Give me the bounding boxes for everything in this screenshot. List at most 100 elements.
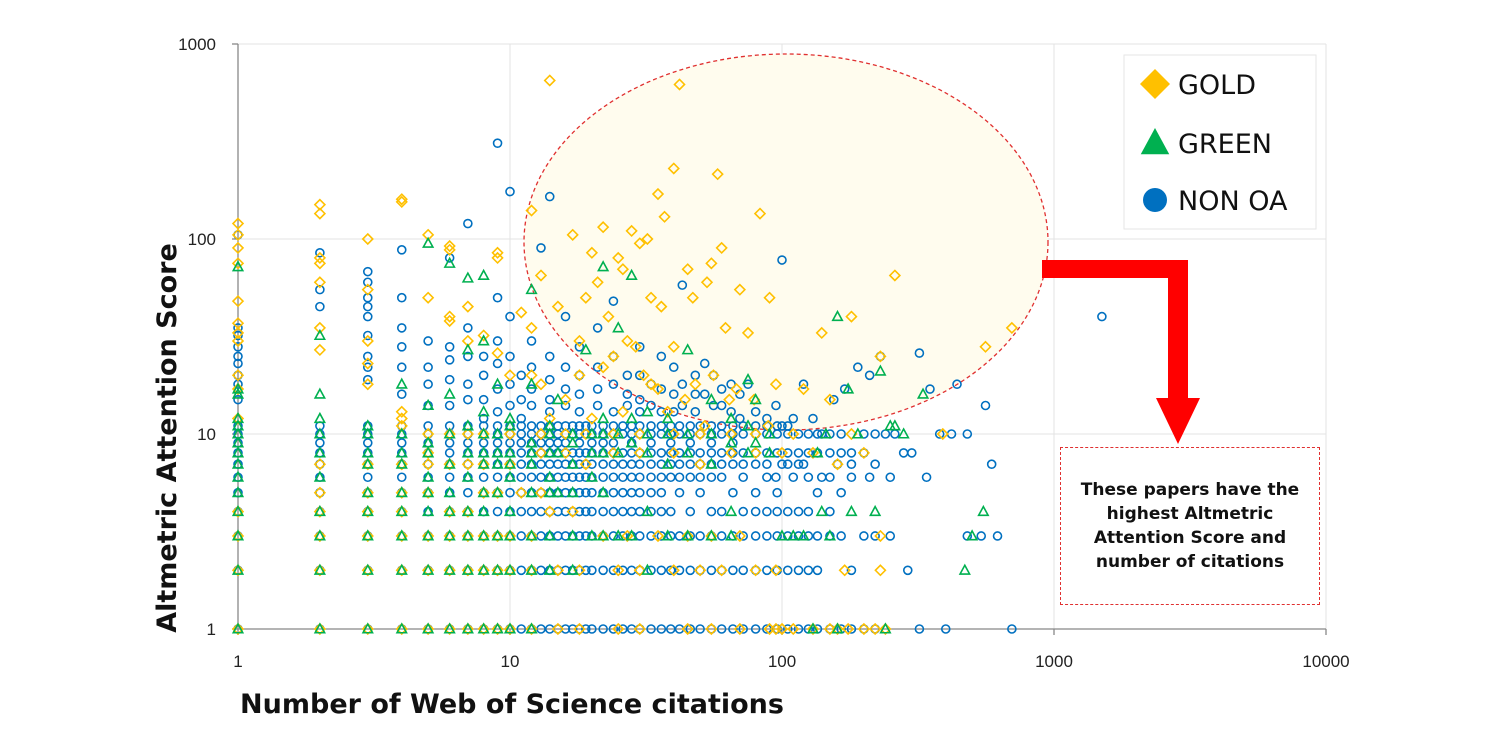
triangle-point [231, 446, 245, 458]
diamond-point [667, 446, 680, 460]
triangle-point [661, 427, 674, 439]
diamond-point [579, 458, 592, 471]
diamond-point [559, 446, 572, 460]
diamond-point [874, 564, 887, 577]
data-points [231, 74, 1107, 636]
circle-point [536, 565, 546, 576]
highlight-ellipse [523, 53, 1049, 431]
circle-point [608, 379, 619, 390]
circle-point [788, 472, 799, 483]
circle-point [544, 191, 555, 202]
diamond-point [395, 412, 408, 425]
triangle-point [797, 529, 810, 541]
diamond-point [421, 458, 435, 471]
diamond-point [525, 564, 538, 577]
circle-point [592, 400, 603, 411]
triangle-point [775, 529, 789, 541]
circle-point [634, 487, 645, 498]
diamond-point [361, 564, 374, 577]
circle-point [665, 506, 676, 517]
diamond-point [491, 529, 504, 543]
circle-point [626, 459, 637, 470]
diamond-point [543, 74, 556, 87]
circle-point [864, 472, 875, 483]
diamond-point [733, 283, 746, 296]
diamond-point [361, 378, 374, 391]
triangle-point [879, 622, 892, 634]
circle-point [396, 342, 407, 352]
circle-point [695, 487, 705, 498]
triangle-point [525, 622, 538, 634]
circle-point [544, 351, 555, 362]
diamond-point [658, 210, 671, 223]
circle-point [634, 531, 645, 541]
circle-point [870, 429, 880, 439]
triangle-point [551, 486, 564, 498]
triangle-point [361, 504, 374, 517]
triangle-point [231, 382, 245, 394]
circle-point [771, 400, 781, 411]
triangle-point [477, 405, 490, 417]
triangle-point [725, 504, 738, 517]
x-tick-label: 1000 [1035, 652, 1073, 671]
circle-point [728, 624, 738, 634]
circle-point [505, 400, 515, 411]
triangle-point [597, 529, 610, 541]
diamond-point [661, 405, 674, 418]
triangle-point [503, 563, 517, 575]
triangle-point [422, 622, 435, 634]
annotation-box: These papers have the highest Altmetric … [1060, 447, 1320, 605]
circle-point [315, 301, 325, 312]
triangle-point [461, 504, 474, 517]
circle-point [788, 413, 799, 424]
diamond-point [700, 276, 714, 289]
circle-point [581, 487, 591, 498]
diamond-point [857, 622, 871, 636]
triangle-point [231, 470, 245, 482]
triangle-point [597, 411, 610, 424]
circle-point [526, 400, 537, 411]
circle-point [396, 438, 407, 448]
diamond-point [769, 564, 783, 577]
circle-point [396, 245, 407, 255]
triangle-point [612, 529, 625, 541]
circle-point [536, 459, 546, 470]
triangle-point [461, 563, 474, 575]
circle-point [656, 506, 667, 517]
circle-point [560, 311, 571, 322]
triangle-point [681, 343, 694, 355]
circle-point [608, 565, 619, 576]
diamond-point [421, 622, 435, 636]
diamond-point [491, 486, 504, 499]
circle-point [516, 531, 527, 541]
diamond-point [534, 427, 548, 441]
circle-point [656, 565, 667, 576]
circle-point [618, 506, 628, 517]
circle-point [750, 506, 761, 517]
circle-point [463, 351, 473, 362]
circle-point [362, 472, 373, 483]
diamond-point [633, 427, 646, 441]
circle-point [516, 472, 527, 483]
diamond-point [573, 622, 586, 636]
diamond-point [361, 357, 374, 370]
diamond-point [741, 326, 755, 340]
circle-point [598, 624, 608, 634]
diamond-point [361, 486, 374, 499]
diamond-point [443, 239, 456, 253]
diamond-point [1005, 321, 1018, 335]
triangle-point [395, 446, 408, 458]
triangle-point [477, 457, 490, 469]
diamond-point [313, 207, 327, 220]
triangle-point [869, 504, 882, 517]
circle-point [902, 565, 913, 576]
diamond-point [313, 276, 327, 289]
diamond-point [705, 257, 718, 270]
diamond-point [719, 321, 732, 335]
circle-point [444, 342, 455, 352]
triangle-point [361, 427, 374, 439]
circle-point [674, 448, 685, 458]
diamond-point [443, 505, 456, 518]
diamond-point [395, 564, 408, 577]
circle-point [478, 370, 489, 381]
